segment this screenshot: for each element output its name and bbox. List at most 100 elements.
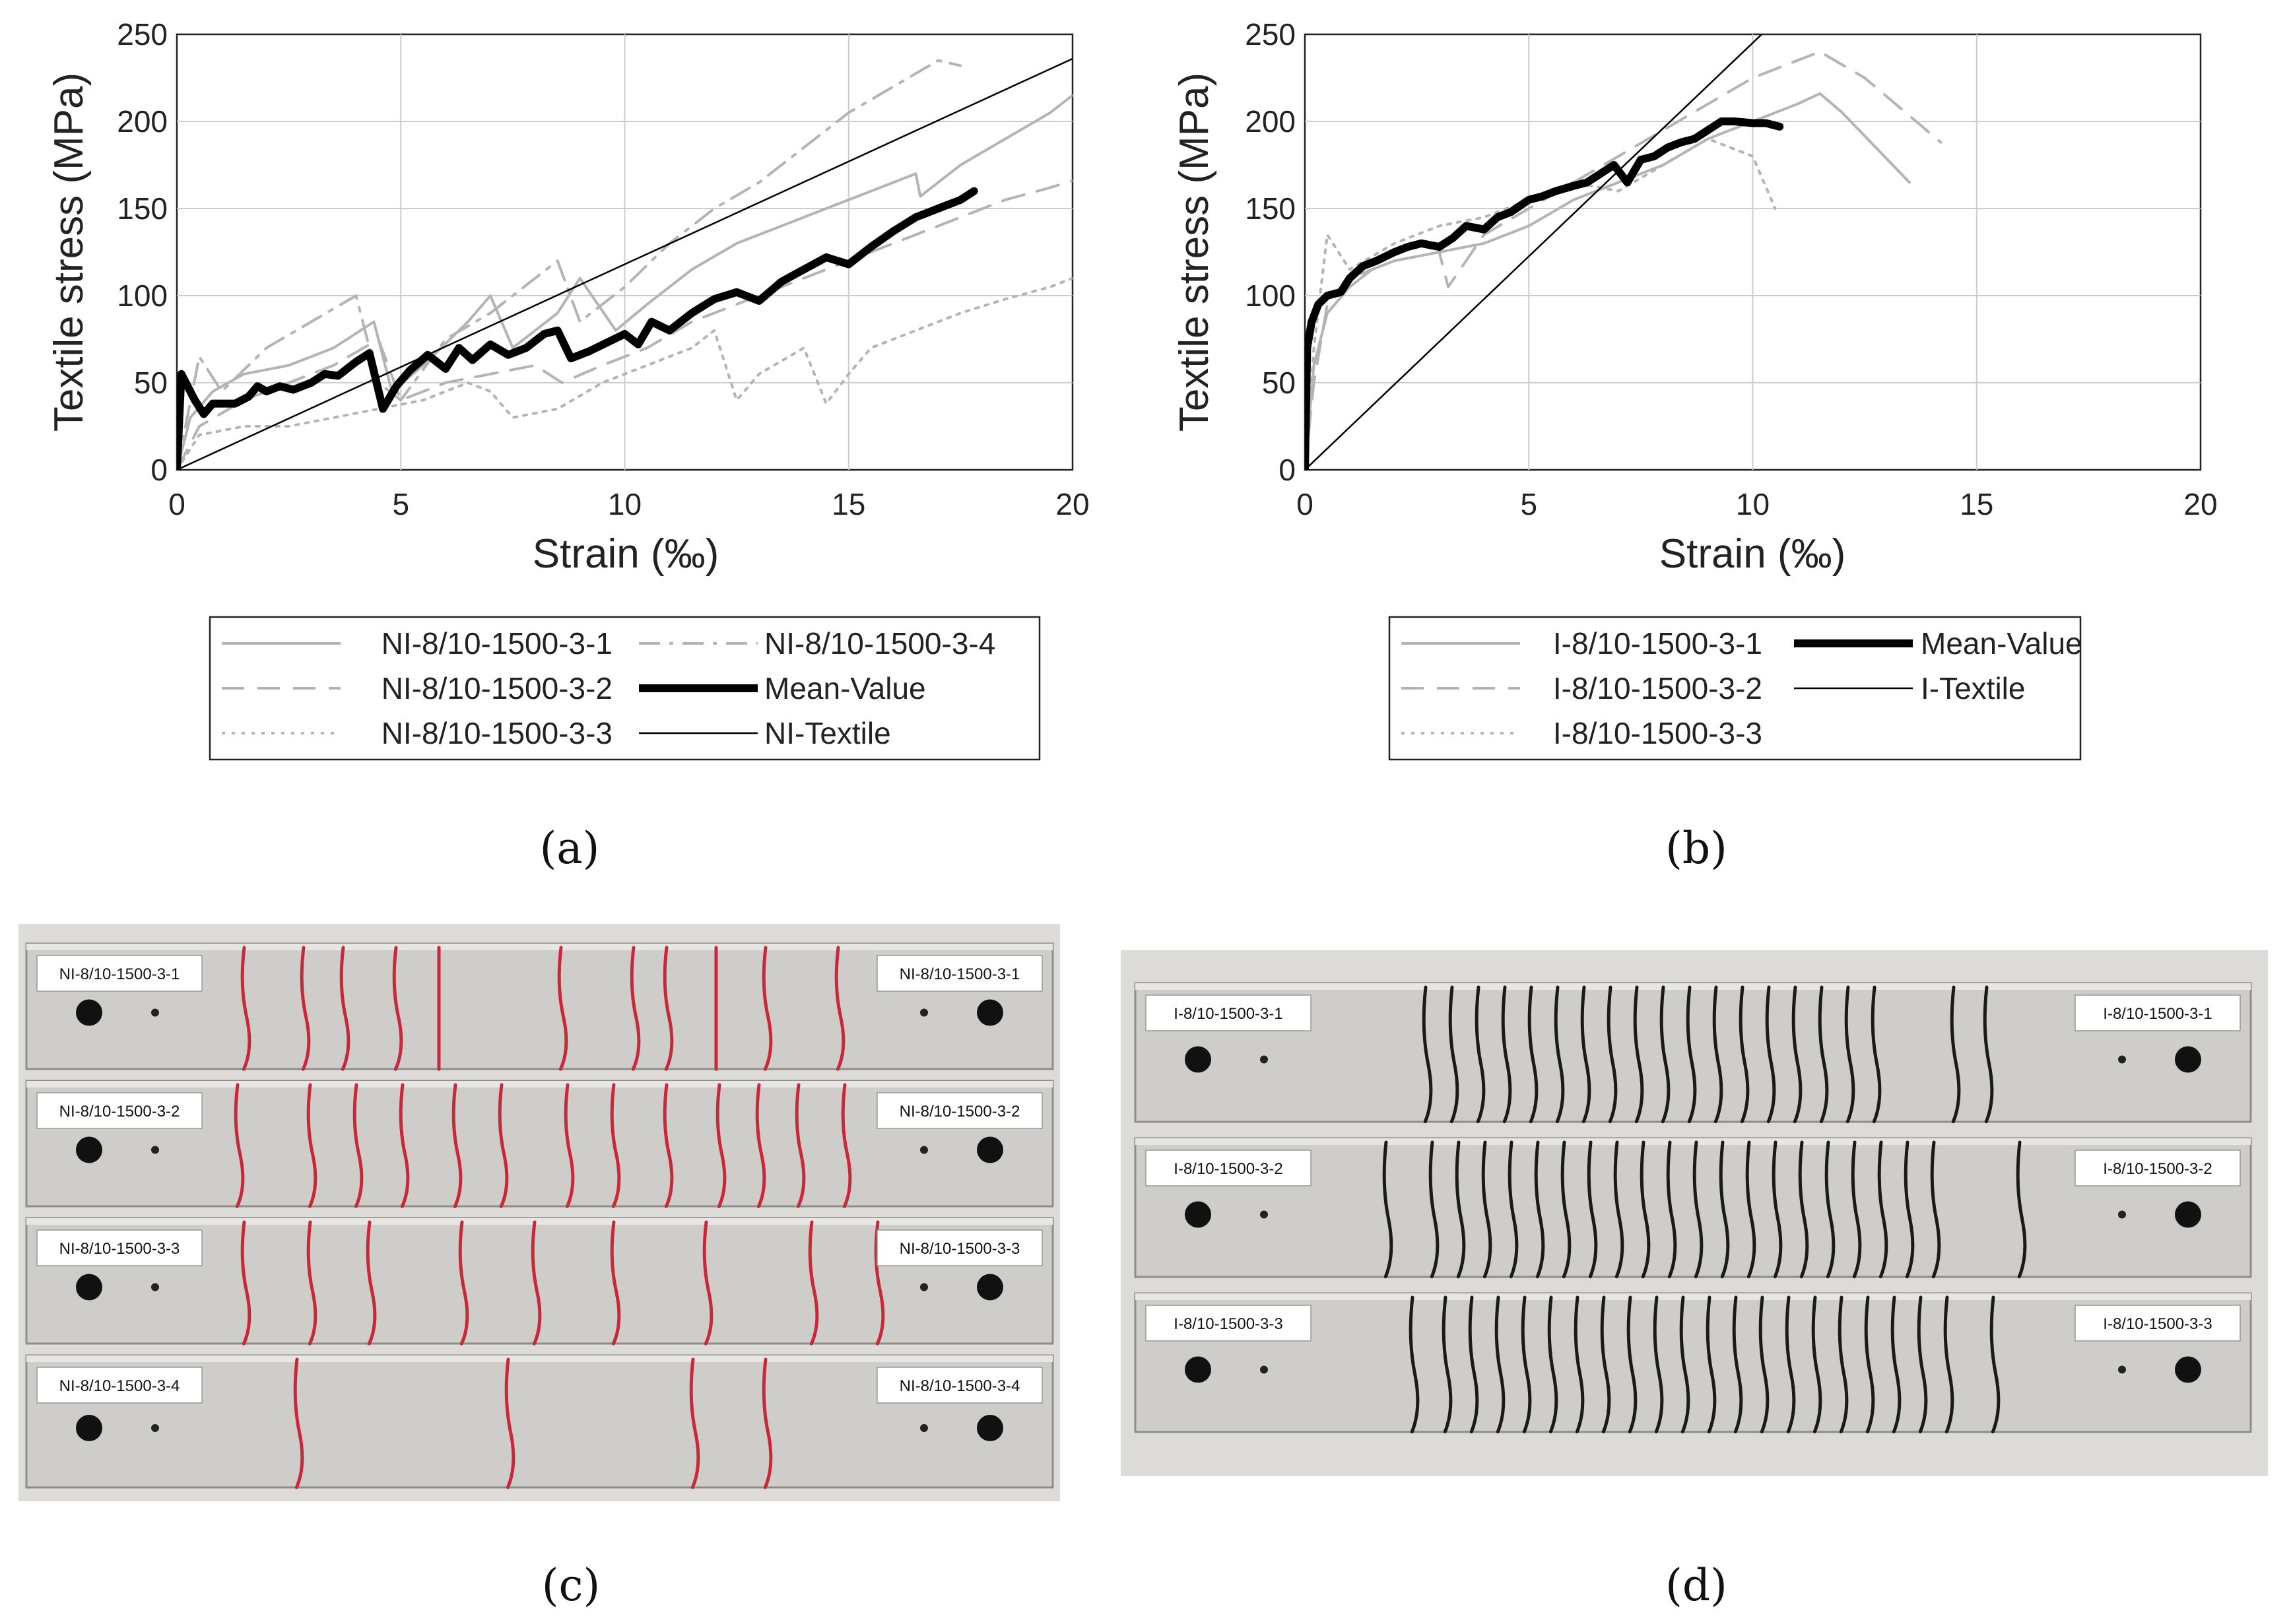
specimen-label-card (1145, 1305, 1312, 1342)
specimen-label-left: I-8/10-1500-3-2 (1174, 1160, 1282, 1178)
crack-mark (366, 1220, 377, 1346)
crack-mark (564, 1083, 575, 1208)
crack-mark (1481, 1140, 1492, 1279)
crack-mark (300, 946, 311, 1071)
specimen-label-left: NI-8/10-1500-3-3 (59, 1240, 180, 1258)
crack-mark (1659, 985, 1671, 1124)
crack-mark (1653, 1295, 1664, 1434)
photo-panel-c: NI-8/10-1500-3-1 NI-8/10-1500-3-1 NI-8/10-… (18, 924, 1060, 1611)
crack-mark (1871, 985, 1882, 1124)
y-tick-label: 50 (134, 366, 168, 400)
y-tick-label: 150 (1245, 191, 1296, 226)
crack-mark (1719, 1140, 1730, 1279)
specimen-label-left: NI-8/10-1500-3-2 (59, 1103, 180, 1121)
legend-entry-label: I-8/10-1500-3-1 (1553, 626, 1762, 661)
specimen-beams-c: NI-8/10-1500-3-1 NI-8/10-1500-3-1 NI-8/10-… (25, 942, 1054, 1489)
crack-mark (1692, 1140, 1704, 1279)
crack-mark (1904, 1140, 1915, 1279)
specimen-label-left: NI-8/10-1500-3-4 (59, 1377, 180, 1395)
crack-mark (1745, 1140, 1756, 1279)
bolt-hole (2175, 1356, 2201, 1383)
legend-entry-label: I-Textile (1921, 671, 2025, 705)
y-tick-label: 150 (117, 191, 168, 226)
crack-mark (1580, 985, 1591, 1124)
crack-mark (702, 1220, 714, 1346)
crack-mark (610, 1220, 621, 1346)
crack-mark (234, 1083, 245, 1208)
crack-mark (630, 946, 641, 1071)
y-tick-label: 50 (1262, 366, 1296, 400)
crack-mark (293, 1357, 304, 1489)
x-tick-label: 20 (1055, 487, 1089, 521)
y-axis-label-a: Textile stress (MPa) (46, 73, 92, 432)
x-tick-label: 15 (832, 487, 865, 521)
bolt-hole (1185, 1356, 1211, 1383)
specimen-label-card (877, 955, 1043, 992)
bolt-hole (1185, 1201, 1211, 1228)
crack-mark (1772, 1140, 1783, 1279)
crack-mark (240, 1220, 251, 1346)
crack-mark (458, 1220, 469, 1346)
series-line-mean-value (1305, 117, 1784, 470)
x-tick-label: 15 (1960, 487, 1993, 521)
series-line-ni-textile (177, 57, 1073, 470)
y-tick-label: 0 (150, 453, 168, 487)
crack-mark (1758, 1295, 1770, 1434)
x-tick-label: 20 (2183, 487, 2217, 521)
crack-mark (1824, 1140, 1836, 1279)
legend-entry-label: I-8/10-1500-3-2 (1553, 671, 1762, 705)
specimen-label-right: NI-8/10-1500-3-3 (900, 1240, 1020, 1258)
x-axis-label-b: Strain (‰) (1659, 531, 1845, 577)
crack-mark (1633, 985, 1644, 1124)
crack-mark (1950, 985, 1961, 1124)
crack-mark (1475, 985, 1486, 1124)
bolt-hole (2175, 1201, 2201, 1228)
crack-mark (306, 1083, 317, 1208)
crack-mark (689, 1357, 700, 1489)
crack-mark (1983, 985, 1994, 1124)
crack-mark (808, 1220, 819, 1346)
series-group-a (177, 57, 1073, 470)
legend-entry-label: NI-8/10-1500-3-3 (382, 716, 613, 750)
series-group-b (1305, 34, 1942, 470)
legend-entry-label: Mean-Value (1921, 626, 2082, 661)
bolt-hole (76, 1415, 102, 1441)
crack-mark (795, 1083, 806, 1208)
crack-mark (1626, 1295, 1638, 1434)
series-line-ni-8-10-1500-3-4 (177, 59, 962, 470)
specimen-label-card (36, 1092, 203, 1129)
crack-mark (1468, 1295, 1479, 1434)
specimen-label-left: I-8/10-1500-3-1 (1174, 1005, 1282, 1023)
y-tick-label: 200 (1245, 104, 1296, 139)
crack-mark (663, 1083, 674, 1208)
caption-c: (c) (542, 1560, 600, 1611)
specimen-beams-d: I-8/10-1500-3-1 I-8/10-1500-3-1 I-8/10-150… (1134, 982, 2252, 1434)
crack-mark (1844, 985, 1855, 1124)
legend-box-a (209, 616, 1041, 761)
specimen-label-card (36, 1367, 203, 1404)
crack-mark (240, 946, 251, 1071)
crack-mark (874, 1220, 885, 1346)
crack-mark (1679, 1295, 1690, 1434)
photo-panel-d: I-8/10-1500-3-1 I-8/10-1500-3-1 I-8/10-150… (1121, 950, 2268, 1611)
crack-mark (1587, 1140, 1598, 1279)
crack-mark (2016, 1140, 2027, 1279)
crack-mark (1494, 1295, 1506, 1434)
crack-mark (451, 1083, 463, 1208)
crack-mark (1765, 985, 1776, 1124)
caption-a: (a) (540, 823, 600, 874)
crack-mark (498, 1083, 509, 1208)
crack-mark (1428, 1140, 1440, 1279)
y-tick-label: 100 (117, 278, 168, 313)
legend-entry-label: Mean-Value (764, 671, 926, 705)
crack-mark (1409, 1295, 1420, 1434)
x-axis-label-a: Strain (‰) (533, 531, 719, 577)
crack-mark (1382, 1140, 1393, 1279)
specimen-beam (1134, 1292, 2252, 1433)
series-line-mean-value (177, 187, 978, 470)
crack-mark (399, 1083, 410, 1208)
legend-entry-label: NI-Textile (764, 716, 891, 750)
specimen-label-card (2075, 994, 2241, 1031)
x-tick-label: 5 (1520, 487, 1537, 521)
